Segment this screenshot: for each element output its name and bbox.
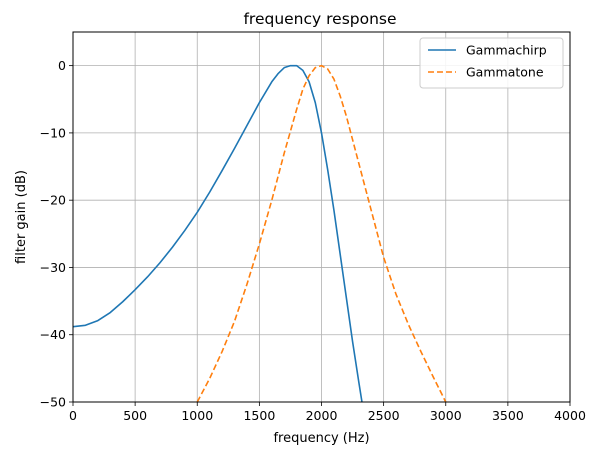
x-tick-label: 2000: [306, 408, 338, 423]
x-axis-label: frequency (Hz): [273, 431, 369, 446]
x-tick-label: 3000: [430, 408, 462, 423]
legend-label-gammatone: Gammatone: [466, 65, 544, 80]
x-tick-label: 2500: [368, 408, 400, 423]
y-tick-label: −30: [40, 260, 66, 275]
chart-title: frequency response: [243, 10, 396, 28]
legend-label-gammachirp: Gammachirp: [466, 43, 547, 58]
x-tick-label: 1000: [181, 408, 213, 423]
y-axis-label: filter gain (dB): [14, 170, 29, 264]
y-tick-label: −20: [40, 193, 66, 208]
ticks: 0 500 1000 1500 2000 2500 3000 3500 4000 0 −10 −20 −…: [40, 58, 586, 423]
x-tick-label: 0: [69, 408, 77, 423]
legend: Gammachirp Gammatone: [419, 37, 564, 89]
x-tick-label: 3500: [492, 408, 524, 423]
y-tick-label: 0: [58, 58, 66, 73]
series-line-gammatone: [196, 64, 447, 402]
y-tick-label: −40: [40, 327, 66, 342]
x-tick-label: 500: [123, 408, 147, 423]
series-layer: [73, 64, 447, 402]
series-line-gammachirp: [73, 64, 363, 402]
x-tick-label: 4000: [554, 408, 586, 423]
x-tick-label: 1500: [243, 408, 275, 423]
y-tick-label: −50: [40, 395, 66, 410]
y-tick-label: −10: [40, 125, 66, 140]
